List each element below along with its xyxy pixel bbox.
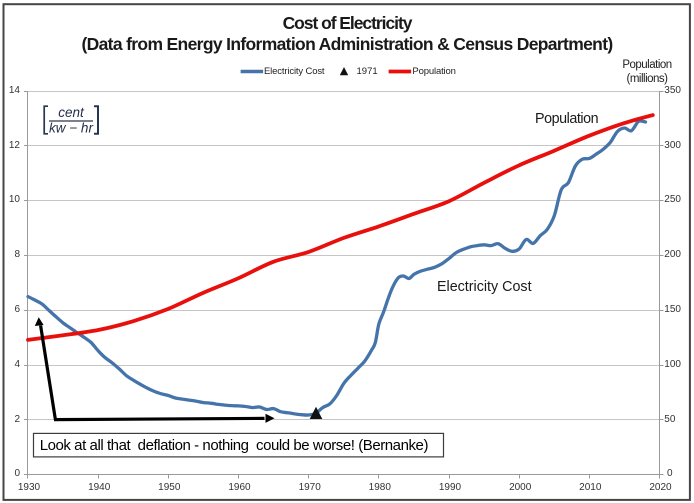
svg-text:cent: cent xyxy=(58,105,85,120)
svg-text:kw − hr: kw − hr xyxy=(49,120,93,134)
